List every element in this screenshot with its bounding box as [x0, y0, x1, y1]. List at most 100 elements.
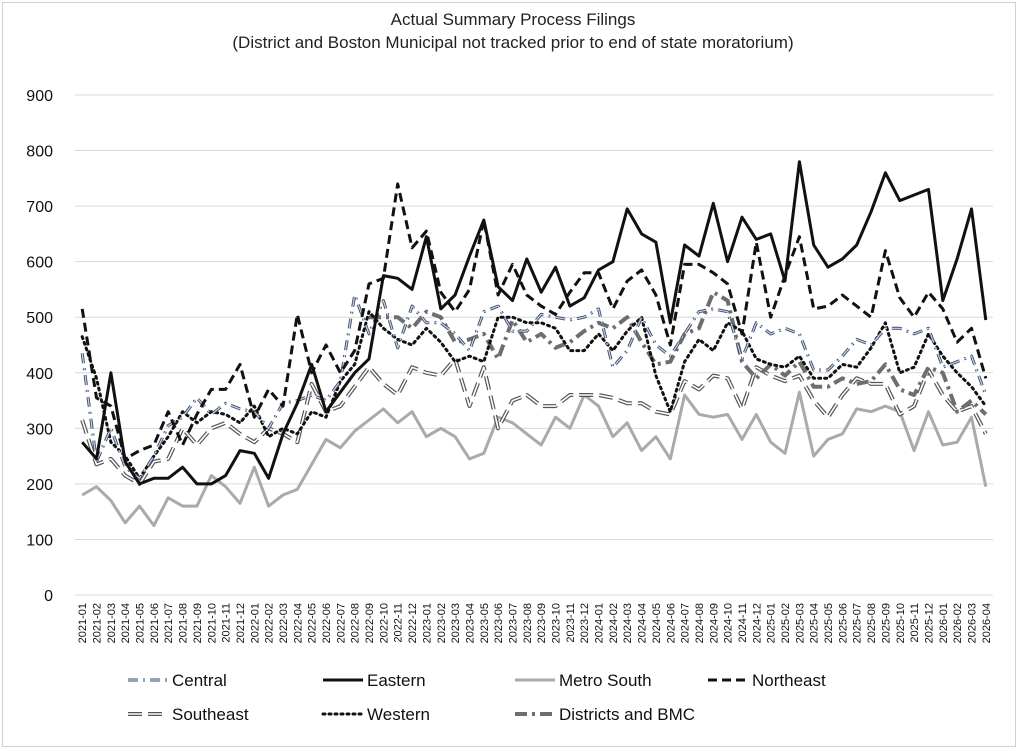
x-tick-label: 2024-11 [737, 603, 749, 643]
gridlines [75, 94, 993, 596]
series-line-central [80, 293, 988, 480]
x-tick-label: 2021-06 [149, 603, 161, 643]
x-tick-label: 2025-11 [909, 603, 921, 643]
series-line-eastern [81, 160, 988, 486]
y-tick-label: 500 [26, 310, 53, 327]
legend-label: Southeast [172, 705, 249, 724]
x-tick-label: 2024-07 [680, 603, 692, 643]
series-northeast [80, 182, 988, 461]
x-tick-label: 2021-01 [77, 603, 89, 643]
x-tick-label: 2022-11 [393, 603, 405, 643]
x-tick-label: 2022-03 [278, 603, 290, 643]
x-tick-label: 2021-12 [235, 603, 247, 643]
legend-item-western: Western [321, 705, 430, 724]
y-tick-label: 300 [26, 421, 53, 438]
legend-label: Western [367, 705, 430, 724]
x-tick-label: 2023-08 [522, 603, 534, 643]
legend: Central Eastern Metro South Northeast Southe… [128, 671, 826, 724]
x-tick-label: 2025-05 [823, 603, 835, 643]
x-tick-label: 2021-03 [106, 603, 118, 643]
legend-item-metro-south: Metro South [515, 671, 652, 690]
x-tick-label: 2024-06 [665, 603, 677, 643]
x-tick-label: 2022-04 [292, 603, 304, 643]
x-tick-label: 2023-01 [421, 603, 433, 643]
x-tick-label: 2021-09 [192, 603, 204, 643]
legend-item-northeast: Northeast [708, 671, 826, 690]
y-axis: 0 100 200 300 400 500 600 700 800 900 [26, 88, 53, 605]
y-tick-label: 900 [26, 88, 53, 105]
chart-title: Actual Summary Process Filings [391, 10, 636, 29]
series-eastern [81, 160, 988, 486]
legend-item-eastern: Eastern [323, 671, 426, 690]
x-tick-label: 2023-04 [464, 603, 476, 643]
x-tick-label: 2025-12 [923, 603, 935, 643]
x-tick-label: 2026-04 [981, 603, 993, 643]
series-southeast [80, 356, 988, 486]
legend-label: Northeast [752, 671, 826, 690]
series-line-southeast-inner [81, 358, 987, 485]
x-tick-label: 2022-07 [335, 603, 347, 643]
legend-label: Districts and BMC [559, 705, 695, 724]
legend-label: Central [172, 671, 227, 690]
x-tick-label: 2024-01 [594, 603, 606, 643]
legend-item-districts-and-bmc: Districts and BMC [515, 705, 695, 724]
legend-item-southeast: Southeast [128, 705, 249, 724]
x-tick-label: 2023-05 [479, 603, 491, 643]
series-line-districts-and-bmc [369, 290, 988, 416]
x-tick-label: 2023-10 [551, 603, 563, 643]
series-western [80, 310, 988, 480]
x-tick-label: 2025-06 [837, 603, 849, 643]
x-tick-label: 2023-12 [579, 603, 591, 643]
x-tick-label: 2024-10 [723, 603, 735, 643]
x-tick-label: 2021-04 [120, 603, 132, 643]
x-tick-label: 2022-01 [249, 603, 261, 643]
x-tick-label: 2025-08 [866, 603, 878, 643]
x-tick-label: 2026-02 [952, 603, 964, 643]
x-tick-label: 2021-11 [221, 603, 233, 643]
series-line-northeast [80, 182, 988, 461]
x-tick-label: 2021-08 [178, 603, 190, 643]
x-tick-label: 2021-07 [163, 603, 175, 643]
x-tick-label: 2024-09 [708, 603, 720, 643]
x-tick-label: 2022-12 [407, 603, 419, 643]
x-tick-label: 2025-07 [852, 603, 864, 643]
x-tick-label: 2023-02 [436, 603, 448, 643]
y-tick-label: 400 [26, 366, 53, 383]
x-tick-label: 2021-02 [92, 603, 104, 643]
x-axis: 2021-01 2021-02 2021-03 2021-04 2021-05 2021-… [77, 603, 993, 643]
x-tick-label: 2025-10 [895, 603, 907, 643]
x-tick-label: 2024-12 [751, 603, 763, 643]
x-tick-label: 2022-06 [321, 603, 333, 643]
series-central [80, 293, 988, 480]
x-tick-label: 2024-02 [608, 603, 620, 643]
legend-item-central: Central [128, 671, 227, 690]
line-chart: Actual Summary Process Filings (District… [26, 10, 993, 724]
x-tick-label: 2024-08 [694, 603, 706, 643]
chart-subtitle: (District and Boston Municipal not track… [232, 33, 793, 52]
y-tick-label: 0 [44, 588, 53, 605]
x-tick-label: 2025-02 [780, 603, 792, 643]
x-tick-label: 2023-03 [450, 603, 462, 643]
y-tick-label: 800 [26, 144, 53, 161]
series-line-central-inner [81, 294, 987, 479]
y-tick-label: 200 [26, 477, 53, 494]
series-metro-south [81, 390, 988, 528]
x-tick-label: 2026-01 [938, 603, 950, 643]
x-tick-label: 2022-02 [264, 603, 276, 643]
series-districts-and-bmc [369, 290, 988, 416]
x-tick-label: 2024-03 [622, 603, 634, 643]
series-lines [80, 160, 988, 528]
x-tick-label: 2022-08 [350, 603, 362, 643]
x-tick-label: 2026-03 [966, 603, 978, 643]
y-tick-label: 700 [26, 199, 53, 216]
x-tick-label: 2021-05 [135, 603, 147, 643]
y-tick-label: 100 [26, 532, 53, 549]
x-tick-label: 2023-06 [493, 603, 505, 643]
y-tick-label: 600 [26, 255, 53, 272]
x-tick-label: 2021-10 [206, 603, 218, 643]
x-tick-label: 2022-09 [364, 603, 376, 643]
x-tick-label: 2025-03 [794, 603, 806, 643]
legend-label: Metro South [559, 671, 652, 690]
x-tick-label: 2024-05 [651, 603, 663, 643]
x-tick-label: 2024-04 [637, 603, 649, 643]
